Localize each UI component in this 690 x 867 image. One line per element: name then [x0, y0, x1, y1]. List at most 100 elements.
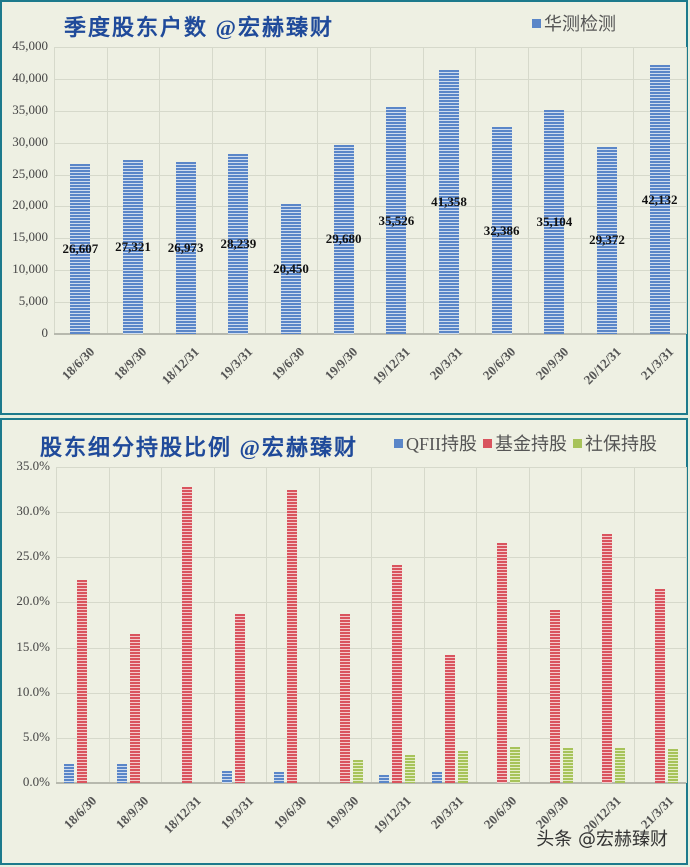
y-tick-label: 0.0%	[22, 774, 50, 789]
chart-title: 股东细分持股比例 @宏赫臻财	[40, 435, 358, 460]
bar[interactable]	[64, 764, 75, 783]
bar[interactable]	[597, 146, 617, 334]
y-tick-label: 45,000	[12, 38, 48, 53]
bar[interactable]	[562, 747, 573, 783]
bar[interactable]	[444, 654, 455, 783]
gridline	[686, 467, 687, 783]
gridline	[633, 467, 635, 783]
gridline	[476, 467, 477, 783]
y-tick-label: 15.0%	[16, 638, 50, 654]
gridline	[213, 467, 215, 783]
bar[interactable]	[654, 588, 665, 783]
data-label: 20,450	[273, 260, 309, 276]
x-tick-label: 18/9/30	[110, 344, 150, 383]
y-tick-label: 5,000	[18, 293, 48, 309]
x-tick-label: 19/3/31	[217, 793, 257, 832]
bar[interactable]	[129, 634, 140, 783]
y-tick-label: 5.0%	[22, 728, 50, 744]
gridline	[317, 47, 319, 334]
legend-swatch-icon	[532, 18, 541, 28]
data-label: 41,358	[431, 194, 467, 210]
data-label: 29,372	[589, 232, 625, 248]
bar[interactable]	[544, 110, 565, 334]
x-tick-label: 19/12/31	[369, 344, 413, 388]
gridline	[108, 467, 110, 783]
bar[interactable]	[77, 579, 88, 783]
bar[interactable]	[175, 161, 196, 334]
x-tick-label: 18/12/31	[160, 793, 204, 837]
bar[interactable]	[274, 772, 285, 783]
bar[interactable]	[405, 755, 416, 783]
bar[interactable]	[549, 609, 560, 783]
bar[interactable]	[457, 751, 468, 783]
bar[interactable]	[439, 70, 459, 334]
y-tick-label: 25,000	[12, 165, 48, 181]
chart-holding-ratio: 股东细分持股比例 @宏赫臻财 QFII持股 基金持股 社保持股 头条 @宏赫臻财…	[0, 418, 688, 865]
gridline	[318, 467, 320, 783]
gridline	[633, 47, 635, 334]
bar[interactable]	[379, 774, 390, 783]
legend-item-huace: 华测检测	[532, 10, 616, 36]
bar[interactable]	[333, 144, 354, 334]
bar[interactable]	[182, 486, 193, 783]
legend-label: QFII持股	[406, 434, 477, 454]
x-tick-label: 19/12/31	[370, 793, 414, 837]
y-tick-label: 40,000	[12, 69, 48, 85]
y-tick-label: 0	[41, 325, 49, 340]
plot-area	[56, 467, 687, 784]
data-label: 42,132	[641, 191, 678, 207]
watermark: 头条 @宏赫臻财	[536, 829, 668, 850]
y-tick-label: 30,000	[12, 133, 48, 149]
bar[interactable]	[497, 542, 508, 783]
y-tick-label: 35.0%	[16, 458, 50, 473]
x-tick-label: 20/3/31	[426, 344, 466, 383]
x-axis-line	[56, 782, 686, 784]
bar[interactable]	[431, 772, 442, 783]
bar[interactable]	[491, 127, 512, 334]
gridline	[266, 467, 267, 783]
data-label: 29,680	[325, 231, 362, 247]
legend-swatch-icon	[573, 438, 582, 448]
x-tick-label: 18/9/30	[112, 793, 152, 832]
gridline	[528, 47, 529, 334]
gridline	[423, 467, 425, 783]
bar[interactable]	[228, 153, 249, 334]
gridline	[370, 47, 371, 334]
gridline	[264, 47, 266, 334]
bar[interactable]	[281, 203, 301, 334]
bar[interactable]	[386, 107, 407, 334]
bar[interactable]	[510, 746, 521, 783]
bar[interactable]	[70, 164, 91, 334]
bar[interactable]	[392, 565, 403, 783]
legend: 华测检测	[532, 10, 616, 36]
bar[interactable]	[339, 614, 350, 783]
bar[interactable]	[221, 771, 232, 783]
bar[interactable]	[667, 748, 678, 783]
bar[interactable]	[287, 490, 298, 783]
legend-swatch-icon	[394, 438, 403, 448]
chart-shareholder-count: 季度股东户数 @宏赫臻财 华测检测 26,607 27,321 26,973 28,2…	[0, 0, 688, 415]
gridline	[581, 467, 582, 783]
x-tick-label: 18/6/30	[58, 344, 97, 383]
gridline	[159, 47, 161, 334]
data-label: 28,239	[220, 235, 257, 251]
legend-label: 华测检测	[544, 14, 616, 34]
bar[interactable]	[649, 65, 670, 334]
x-tick-label: 20/6/30	[480, 793, 519, 832]
y-tick-label: 30.0%	[16, 503, 50, 519]
bar[interactable]	[615, 747, 626, 783]
bar[interactable]	[352, 759, 363, 783]
bar[interactable]	[123, 159, 143, 334]
data-label: 26,973	[167, 239, 204, 255]
x-tick-label: 21/3/31	[637, 344, 677, 383]
bar[interactable]	[602, 533, 613, 783]
x-tick-label: 18/12/31	[158, 344, 203, 388]
data-label: 26,607	[62, 241, 99, 257]
y-tick-label: 15,000	[12, 229, 48, 245]
bar[interactable]	[116, 764, 127, 783]
legend: QFII持股 基金持股 社保持股	[394, 430, 657, 456]
y-tick-label: 10,000	[12, 261, 48, 277]
x-tick-label: 19/6/30	[270, 793, 309, 832]
bar[interactable]	[234, 614, 245, 783]
gridline	[422, 47, 424, 334]
